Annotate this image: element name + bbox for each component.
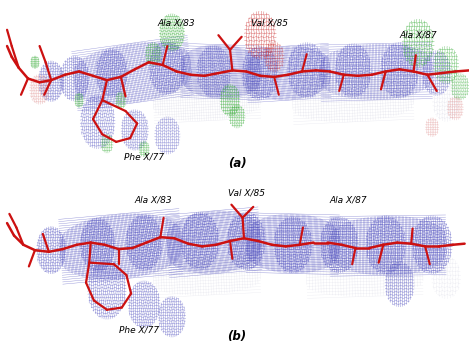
Text: Ala X/83: Ala X/83 bbox=[158, 19, 195, 28]
Text: Val X/85: Val X/85 bbox=[228, 189, 265, 198]
Text: Ala X/87: Ala X/87 bbox=[400, 30, 437, 39]
Text: Phe X/77: Phe X/77 bbox=[119, 326, 160, 334]
Text: Phe X/77: Phe X/77 bbox=[124, 152, 164, 161]
Text: Ala X/87: Ala X/87 bbox=[330, 196, 367, 204]
Text: (b): (b) bbox=[228, 330, 246, 343]
Text: (a): (a) bbox=[228, 157, 246, 170]
Text: Val X/85: Val X/85 bbox=[251, 19, 288, 28]
Text: Ala X/83: Ala X/83 bbox=[135, 196, 172, 204]
